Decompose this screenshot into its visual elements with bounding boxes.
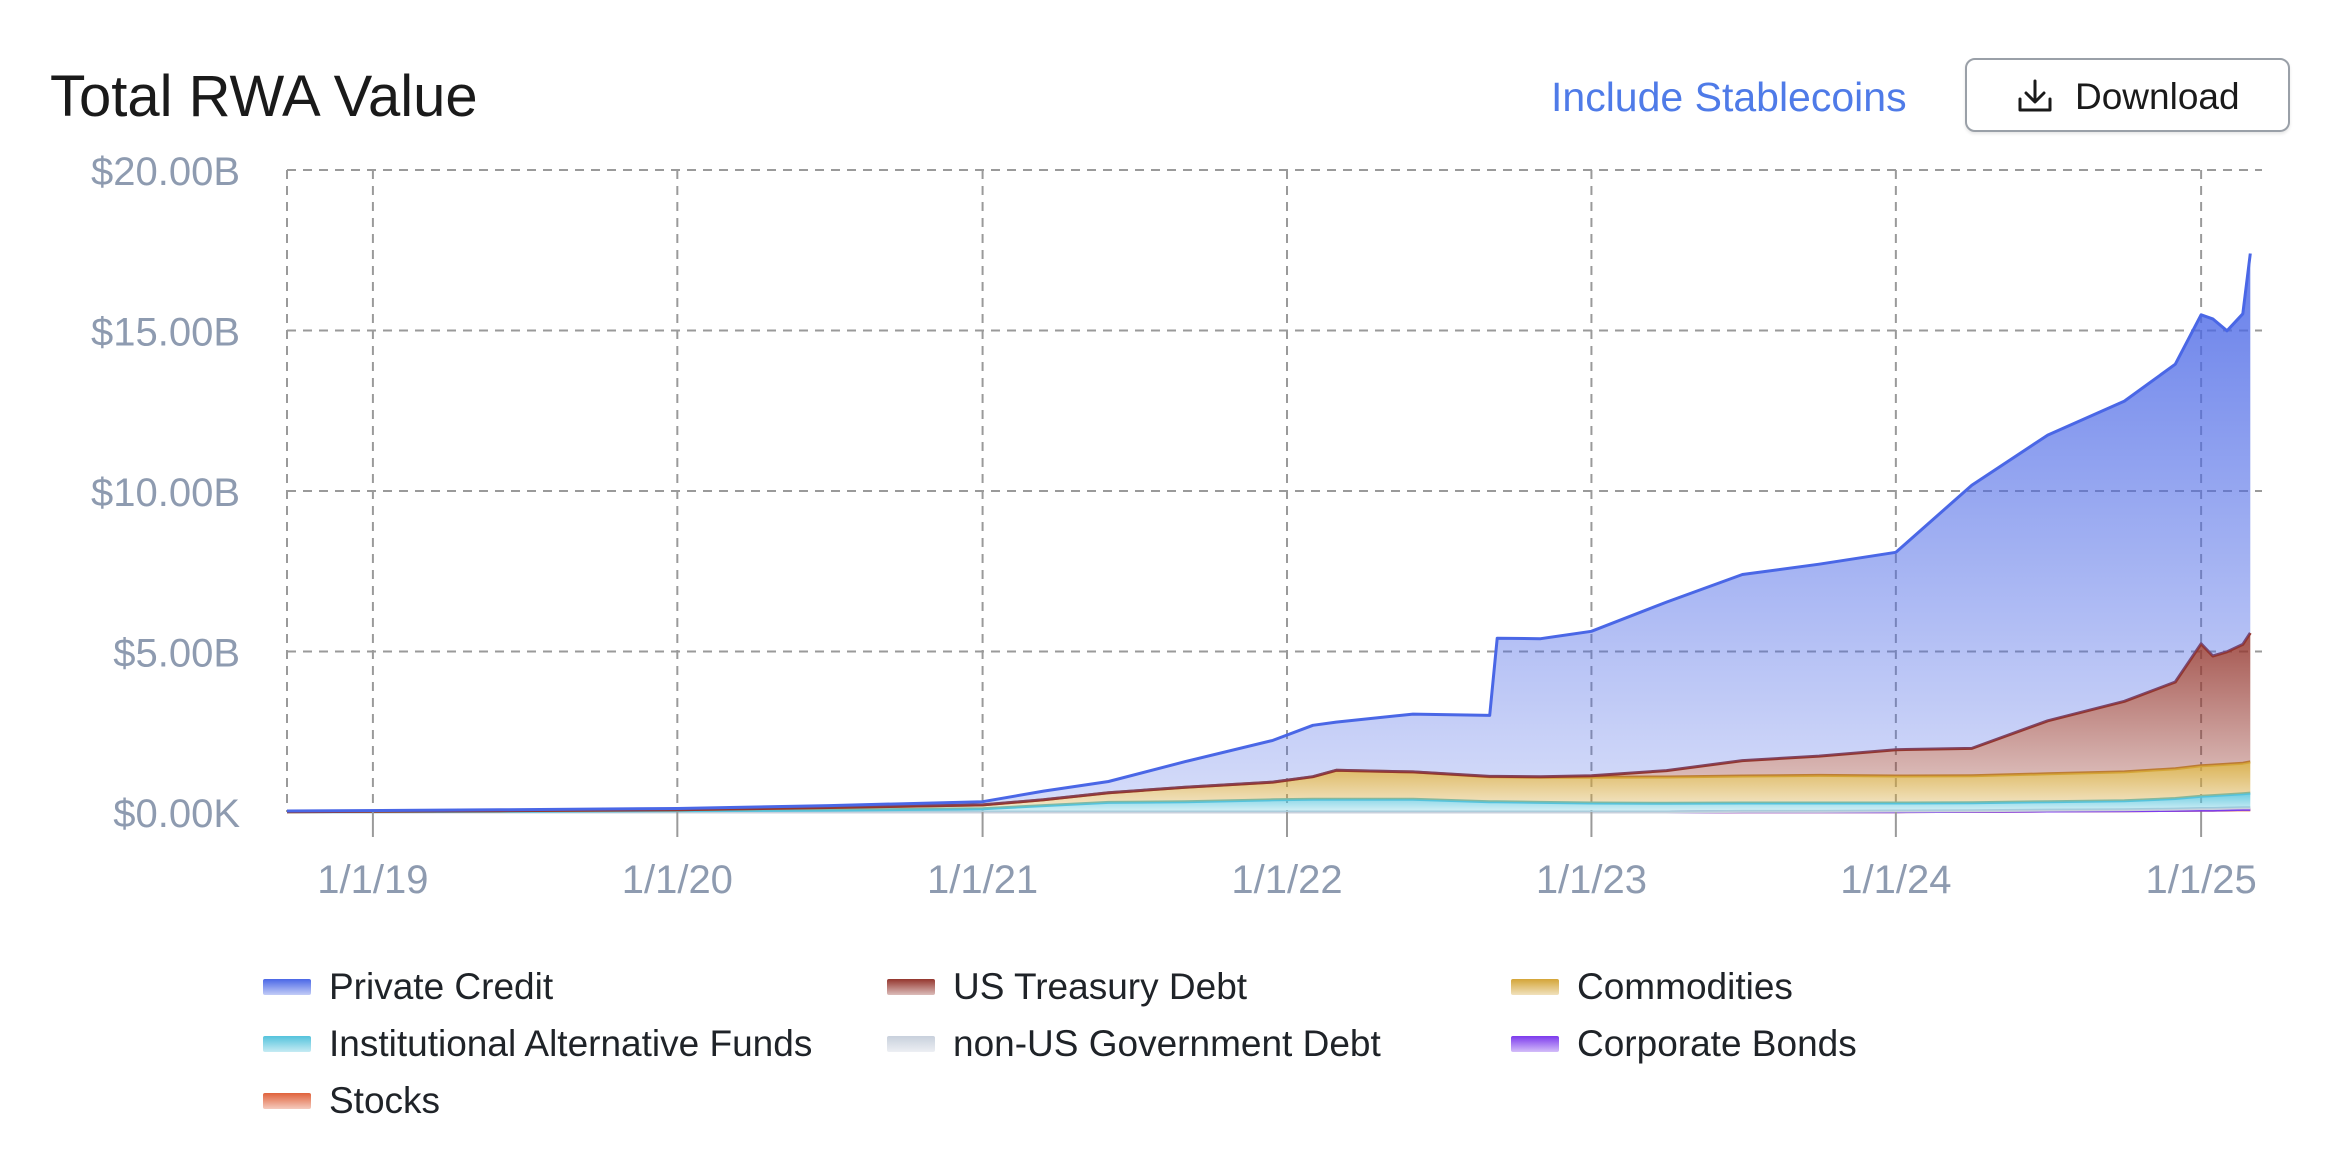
legend-label: Stocks — [329, 1080, 441, 1121]
legend-label: non-US Government Debt — [953, 1023, 1381, 1064]
y-tick-label: $10.00B — [91, 471, 240, 515]
x-tick-label: 1/1/24 — [1840, 858, 1951, 902]
y-tick-label: $15.00B — [91, 311, 240, 355]
series-area-private-credit — [287, 253, 2251, 812]
legend-item[interactable]: Institutional Alternative Funds — [263, 1019, 812, 1069]
legend-swatch — [263, 979, 311, 995]
legend-item[interactable]: US Treasury Debt — [887, 962, 1247, 1012]
download-icon — [2018, 79, 2052, 112]
area-chart: $0.00K $5.00B $10.00B $15.00B $20.00B 1/1/19 1… — [91, 150, 2262, 902]
legend-swatch — [1511, 1036, 1559, 1052]
legend-swatch — [263, 1036, 311, 1052]
legend-label: Commodities — [1577, 966, 1793, 1007]
legend-item[interactable]: Corporate Bonds — [1511, 1019, 1857, 1069]
series-areas — [286, 253, 2252, 814]
x-tick-label: 1/1/25 — [2146, 858, 2257, 902]
legend-swatch — [887, 979, 935, 995]
legend-label: Institutional Alternative Funds — [329, 1023, 813, 1064]
axes: $0.00K $5.00B $10.00B $15.00B $20.00B 1/1/19 1… — [91, 150, 2257, 902]
download-label: Download — [2075, 76, 2240, 117]
x-tick-label: 1/1/19 — [317, 858, 428, 902]
legend-item[interactable]: Stocks — [263, 1076, 440, 1126]
series-line-private-credit — [286, 253, 2252, 813]
x-tick-label: 1/1/21 — [927, 858, 1038, 902]
legend-label: US Treasury Debt — [953, 966, 1248, 1007]
x-tick-label: 1/1/20 — [622, 858, 733, 902]
y-tick-label: $5.00B — [113, 632, 240, 676]
chart-title: Total RWA Value — [50, 64, 478, 129]
download-button[interactable]: Download — [1965, 58, 2290, 132]
x-tick-label: 1/1/22 — [1231, 858, 1342, 902]
legend-swatch — [1511, 979, 1559, 995]
series-area-us-treasury-debt — [287, 632, 2251, 812]
legend-label: Corporate Bonds — [1577, 1023, 1857, 1064]
x-tick-label: 1/1/23 — [1536, 858, 1647, 902]
legend-label: Private Credit — [329, 966, 554, 1007]
series-area-institutional-alternative-funds — [287, 793, 2251, 812]
legend-item[interactable]: non-US Government Debt — [887, 1019, 1381, 1069]
legend-swatch — [263, 1093, 311, 1109]
series-area-commodities — [287, 761, 2251, 812]
y-tick-label: $20.00B — [91, 150, 240, 194]
include-stablecoins-link[interactable]: Include Stablecoins — [1551, 74, 1907, 120]
y-tick-label: $0.00K — [113, 792, 240, 836]
legend-item[interactable]: Private Credit — [263, 962, 553, 1012]
chart-legend: Private Credit US Treasury Debt Commoditie… — [263, 962, 1963, 1132]
legend-swatch — [887, 1036, 935, 1052]
legend-item[interactable]: Commodities — [1511, 962, 1793, 1012]
